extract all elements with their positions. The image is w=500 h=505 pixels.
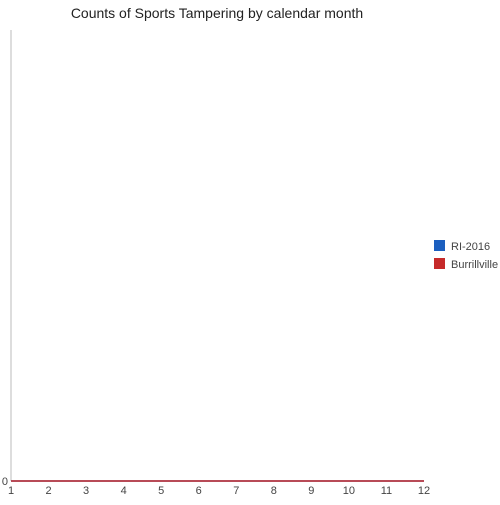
legend-swatch bbox=[434, 240, 445, 251]
x-tick-label: 10 bbox=[343, 485, 355, 497]
y-tick-label: 0 bbox=[2, 476, 8, 488]
legend-label: RI-2016 bbox=[451, 241, 490, 253]
x-tick-label: 6 bbox=[196, 485, 202, 497]
legend-swatch bbox=[434, 258, 445, 269]
chart-title: Counts of Sports Tampering by calendar m… bbox=[71, 5, 363, 21]
x-tick-label: 11 bbox=[381, 485, 392, 497]
legend-label: Burrillville bbox=[451, 259, 498, 271]
x-tick-label: 12 bbox=[418, 485, 430, 497]
x-tick-label: 9 bbox=[308, 485, 314, 497]
x-tick-label: 7 bbox=[233, 485, 239, 497]
legend: RI-2016 Burrillville bbox=[434, 240, 498, 271]
x-tick-label: 1 bbox=[8, 485, 14, 497]
x-tick-label: 2 bbox=[45, 485, 51, 497]
x-tick-label: 8 bbox=[271, 485, 277, 497]
x-tick-label: 3 bbox=[83, 485, 89, 497]
x-tick-label: 4 bbox=[121, 485, 127, 497]
x-tick-label: 5 bbox=[158, 485, 164, 497]
axes: 1 2 3 4 5 6 7 8 9 10 11 120 bbox=[2, 30, 430, 497]
